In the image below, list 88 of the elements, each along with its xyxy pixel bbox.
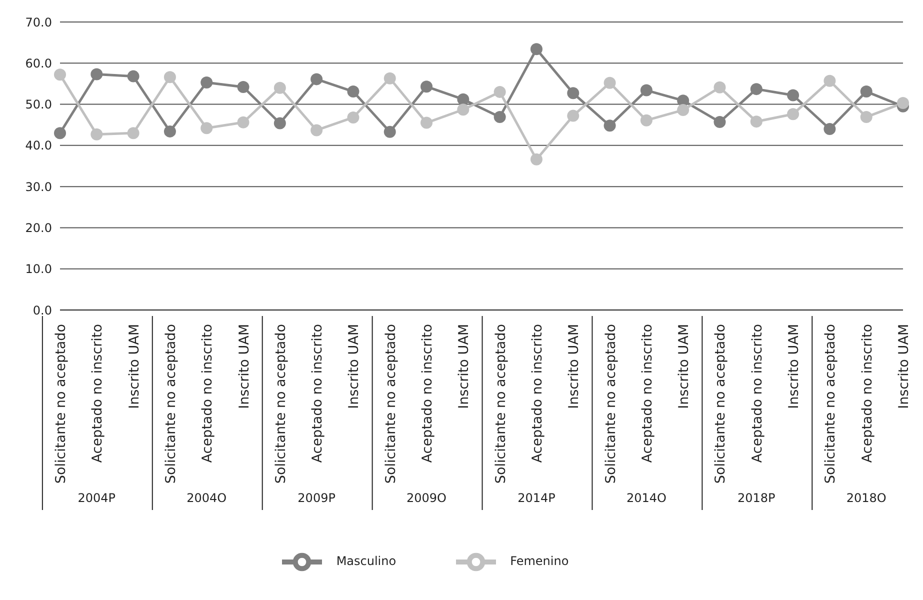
point (604, 120, 616, 132)
x-tick-label: Solicitante no aceptado (712, 324, 729, 484)
point (127, 127, 140, 140)
point (567, 110, 580, 122)
text: 2004P (78, 491, 116, 505)
point (310, 73, 323, 86)
point (274, 117, 286, 130)
x-tick-label: Aceptado no inscrito (200, 324, 216, 463)
point (164, 125, 176, 138)
point (127, 70, 140, 82)
text: 2009O (406, 491, 447, 505)
text: 2014O (626, 491, 666, 505)
point (860, 86, 872, 98)
text: 2004O (186, 491, 227, 505)
point (457, 104, 470, 116)
point (494, 86, 506, 98)
y-tick-label: 30.0 (25, 180, 52, 194)
text: 2018O (846, 491, 886, 505)
point (640, 114, 652, 126)
point (200, 122, 213, 134)
point (860, 111, 872, 124)
point (714, 81, 726, 94)
text: 2018P (738, 491, 776, 505)
x-tick-label: Solicitante no aceptado (53, 324, 69, 484)
y-tick-label: 0.0 (32, 303, 52, 318)
x-tick-label: Aceptado no inscrito (420, 324, 436, 463)
point (237, 81, 250, 94)
x-tick-label: Aceptado no inscrito (310, 324, 326, 463)
y-tick-label: 20.0 (25, 220, 52, 235)
point (750, 116, 762, 128)
point (750, 83, 762, 96)
x-tick-label: Inscrito UAM (236, 324, 252, 409)
point (237, 116, 250, 128)
point (787, 89, 800, 102)
x-tick-label: Aceptado no inscrito (749, 324, 766, 463)
point (54, 68, 66, 81)
legend-label: Masculino (336, 554, 396, 568)
point (420, 80, 433, 93)
x-tick-label: Aceptado no inscrito (90, 324, 106, 463)
x-tick-label: Solicitante no aceptado (822, 324, 839, 484)
y-tick-label: 40.0 (25, 138, 52, 153)
y-tick-label: 70.0 (25, 15, 52, 30)
point (54, 127, 66, 140)
point (347, 86, 360, 98)
point (787, 108, 800, 120)
x-tick-label: Inscrito UAM (786, 324, 802, 409)
point (347, 111, 360, 124)
point (530, 43, 542, 56)
legend-label: Femenino (510, 554, 569, 568)
x-tick-label: Aceptado no inscrito (639, 324, 656, 463)
x-tick-label: Inscrito UAM (346, 324, 362, 409)
x-tick-label: Solicitante no aceptado (272, 324, 289, 484)
x-tick-label: Solicitante no aceptado (382, 324, 399, 484)
y-tick-label: 50.0 (25, 98, 52, 112)
x-tick-label: Inscrito UAM (896, 324, 912, 409)
x-tick-label: Inscrito UAM (126, 324, 142, 409)
point (384, 72, 396, 84)
point (897, 97, 909, 110)
x-tick-label: Inscrito UAM (456, 324, 472, 409)
point (457, 93, 470, 106)
point (824, 74, 836, 87)
point (90, 128, 103, 140)
x-tick-label: Aceptado no inscrito (529, 324, 546, 463)
point (604, 76, 616, 89)
text: 2009P (298, 491, 336, 505)
x-tick-label: Inscrito UAM (676, 324, 692, 409)
point (714, 116, 726, 128)
point (384, 126, 396, 138)
point (824, 122, 836, 135)
point (200, 76, 213, 88)
point (530, 153, 542, 166)
y-tick-label: 60.0 (25, 56, 52, 70)
x-tick-label: Solicitante no aceptado (492, 324, 509, 484)
point (677, 104, 690, 116)
text: 2014P (518, 491, 556, 505)
point (494, 111, 506, 124)
point (164, 71, 176, 84)
point (274, 82, 286, 94)
x-tick-label: Inscrito UAM (566, 324, 582, 409)
x-tick-label: Aceptado no inscrito (859, 324, 876, 463)
x-tick-label: Solicitante no aceptado (162, 324, 179, 484)
point (420, 116, 433, 129)
point (90, 68, 103, 80)
x-tick-label: Solicitante no aceptado (602, 324, 619, 484)
point (567, 87, 580, 100)
point (640, 84, 652, 96)
y-tick-label: 10.0 (25, 262, 52, 276)
point (310, 124, 323, 136)
